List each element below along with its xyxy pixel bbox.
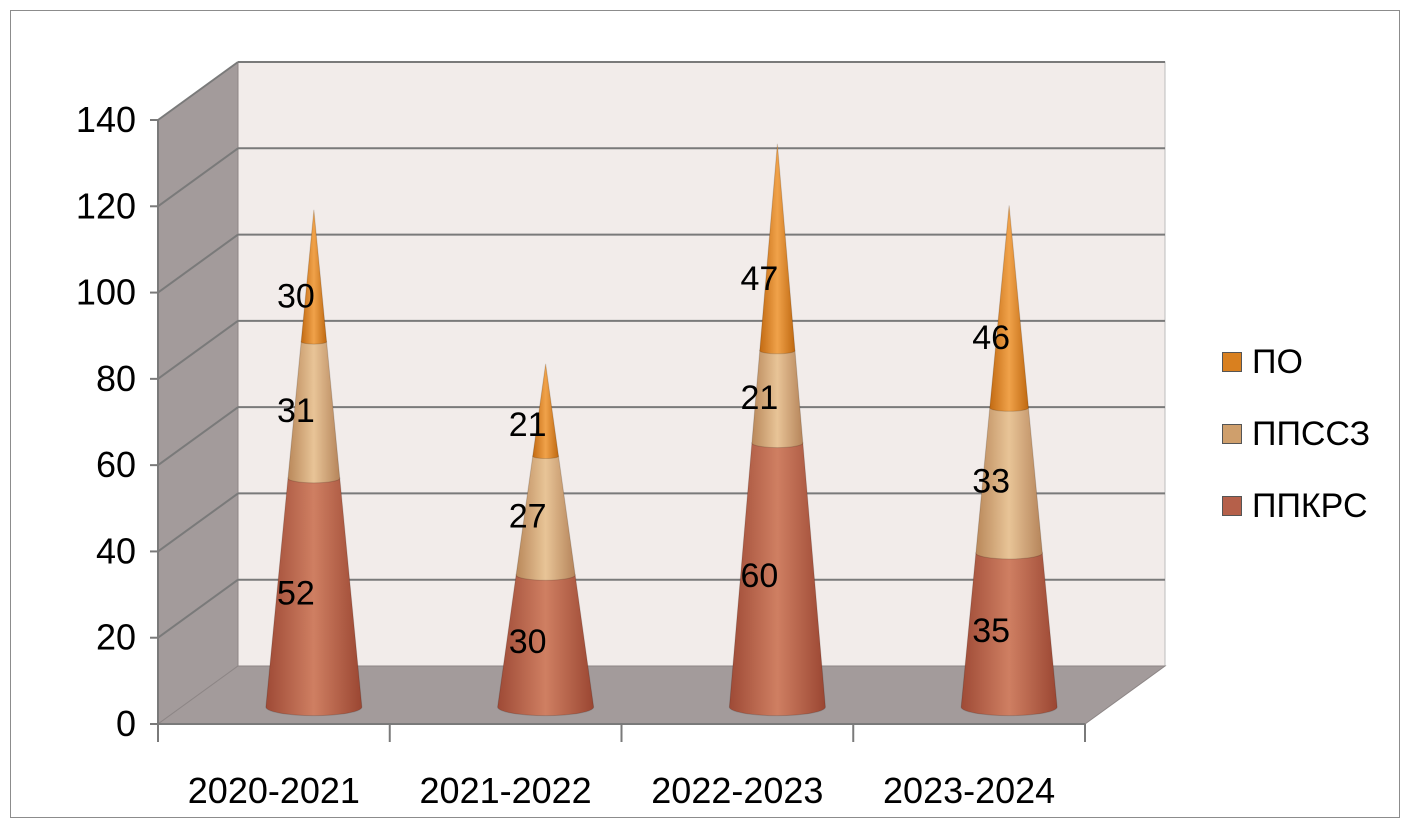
data-label: 35 xyxy=(972,612,1010,650)
legend-item: ПО xyxy=(1222,326,1370,398)
cone-segment-po xyxy=(989,205,1029,412)
data-label: 47 xyxy=(740,260,778,298)
x-tick-label: 2023-2024 xyxy=(883,770,1055,811)
y-tick-label: 20 xyxy=(96,617,136,658)
data-label: 21 xyxy=(509,406,547,444)
y-tick-label: 0 xyxy=(116,703,136,744)
gridline-side xyxy=(157,61,239,121)
x-tick-label: 2020-2021 xyxy=(188,770,360,811)
y-tick-label: 60 xyxy=(96,444,136,485)
gridline-side xyxy=(157,406,239,466)
y-tick-label: 80 xyxy=(96,358,136,399)
legend-swatch xyxy=(1222,496,1242,516)
data-label: 30 xyxy=(277,278,315,316)
legend-label: ППССЗ xyxy=(1252,414,1371,453)
legend-swatch xyxy=(1222,424,1242,444)
data-label: 30 xyxy=(509,623,547,661)
legend: ПО ППССЗ ППКРС xyxy=(1222,326,1370,542)
gridline-side xyxy=(157,320,239,380)
gridline-side xyxy=(157,147,239,208)
data-label: 33 xyxy=(972,462,1010,500)
data-label: 46 xyxy=(972,319,1010,357)
data-label: 21 xyxy=(740,379,778,417)
y-tick-label: 120 xyxy=(76,185,136,226)
gridline-side xyxy=(157,233,239,294)
data-label: 27 xyxy=(509,498,547,536)
y-tick-label: 40 xyxy=(96,530,136,571)
y-tick-label: 140 xyxy=(76,99,136,140)
x-tick-label: 2021-2022 xyxy=(420,770,592,811)
data-label: 52 xyxy=(277,575,315,613)
gridline-side xyxy=(157,492,239,553)
gridline-side xyxy=(157,578,239,639)
side-wall xyxy=(157,61,239,725)
legend-label: ПО xyxy=(1252,342,1303,381)
cone-segment-po xyxy=(532,363,560,460)
y-tick-label: 100 xyxy=(76,272,136,313)
cone-segment-po xyxy=(759,143,796,355)
data-label: 60 xyxy=(740,557,778,595)
cone-segment-po xyxy=(300,209,328,345)
legend-item: ППССЗ xyxy=(1222,398,1370,470)
legend-label: ППКРС xyxy=(1252,486,1368,525)
x-tick-label: 2022-2023 xyxy=(651,770,823,811)
data-label: 31 xyxy=(277,392,315,430)
legend-swatch xyxy=(1222,352,1242,372)
legend-item: ППКРС xyxy=(1222,470,1370,542)
